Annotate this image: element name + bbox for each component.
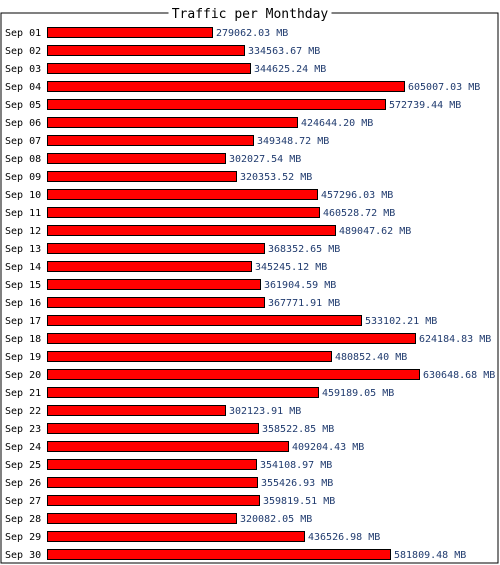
value-label: 355426.93 MB	[261, 478, 333, 489]
bar	[47, 261, 252, 272]
category-label: Sep 11	[5, 208, 41, 219]
category-label: Sep 20	[5, 370, 41, 381]
category-label: Sep 04	[5, 82, 41, 93]
value-label: 533102.21 MB	[365, 316, 437, 327]
frame-border	[0, 12, 499, 564]
category-label: Sep 13	[5, 244, 41, 255]
category-label: Sep 06	[5, 118, 41, 129]
category-label: Sep 30	[5, 550, 41, 561]
category-label: Sep 28	[5, 514, 41, 525]
value-label: 460528.72 MB	[323, 208, 395, 219]
value-label: 436526.98 MB	[308, 532, 380, 543]
bar	[47, 279, 261, 290]
category-label: Sep 23	[5, 424, 41, 435]
bar	[47, 63, 251, 74]
value-label: 361904.59 MB	[264, 280, 336, 291]
value-label: 279062.03 MB	[216, 28, 288, 39]
category-label: Sep 21	[5, 388, 41, 399]
bar	[47, 153, 226, 164]
bar	[47, 117, 298, 128]
value-label: 345245.12 MB	[255, 262, 327, 273]
bar	[47, 513, 237, 524]
category-label: Sep 19	[5, 352, 41, 363]
bar	[47, 45, 245, 56]
bar	[47, 27, 213, 38]
value-label: 358522.85 MB	[262, 424, 334, 435]
value-label: 302027.54 MB	[229, 154, 301, 165]
value-label: 581809.48 MB	[394, 550, 466, 561]
bar	[47, 315, 362, 326]
value-label: 320082.05 MB	[240, 514, 312, 525]
value-label: 320353.52 MB	[240, 172, 312, 183]
bar	[47, 333, 416, 344]
category-label: Sep 26	[5, 478, 41, 489]
value-label: 334563.67 MB	[248, 46, 320, 57]
bar	[47, 405, 226, 416]
value-label: 368352.65 MB	[268, 244, 340, 255]
value-label: 572739.44 MB	[389, 100, 461, 111]
bar	[47, 531, 305, 542]
category-label: Sep 14	[5, 262, 41, 273]
category-label: Sep 15	[5, 280, 41, 291]
bars: Sep 01 279062.03 MB Sep 02 334563.67 MB Sep …	[5, 27, 495, 561]
value-label: 630648.68 MB	[423, 370, 495, 381]
bar	[47, 351, 332, 362]
bar	[47, 81, 405, 92]
value-label: 302123.91 MB	[229, 406, 301, 417]
value-label: 489047.62 MB	[339, 226, 411, 237]
category-label: Sep 24	[5, 442, 41, 453]
bar	[47, 207, 320, 218]
category-label: Sep 01	[5, 28, 41, 39]
value-label: 480852.40 MB	[335, 352, 407, 363]
value-label: 354108.97 MB	[260, 460, 332, 471]
category-label: Sep 10	[5, 190, 41, 201]
bar	[47, 441, 289, 452]
bar	[47, 549, 391, 560]
bar	[47, 243, 265, 254]
chart-frame	[0, 12, 499, 564]
category-label: Sep 18	[5, 334, 41, 345]
value-label: 344625.24 MB	[254, 64, 326, 75]
bar	[47, 171, 237, 182]
category-label: Sep 09	[5, 172, 41, 183]
value-label: 605007.03 MB	[408, 82, 480, 93]
category-label: Sep 25	[5, 460, 41, 471]
bar	[47, 387, 319, 398]
category-label: Sep 07	[5, 136, 41, 147]
bar	[47, 369, 420, 380]
value-label: 367771.91 MB	[268, 298, 340, 309]
value-label: 409204.43 MB	[292, 442, 364, 453]
bar	[47, 459, 257, 470]
value-label: 349348.72 MB	[257, 136, 329, 147]
value-label: 359819.51 MB	[263, 496, 335, 507]
chart-title: Traffic per Monthday	[172, 7, 329, 22]
bar	[47, 423, 259, 434]
category-label: Sep 16	[5, 298, 41, 309]
bar	[47, 225, 336, 236]
bar	[47, 477, 258, 488]
bar	[47, 99, 386, 110]
value-label: 424644.20 MB	[301, 118, 373, 129]
value-label: 624184.83 MB	[419, 334, 491, 345]
value-label: 457296.03 MB	[321, 190, 393, 201]
bar	[47, 189, 318, 200]
category-label: Sep 05	[5, 100, 41, 111]
category-label: Sep 29	[5, 532, 41, 543]
category-label: Sep 12	[5, 226, 41, 237]
category-label: Sep 03	[5, 64, 41, 75]
category-label: Sep 08	[5, 154, 41, 165]
category-label: Sep 02	[5, 46, 41, 57]
bar	[47, 135, 254, 146]
category-label: Sep 22	[5, 406, 41, 417]
category-label: Sep 27	[5, 496, 41, 507]
value-label: 459189.05 MB	[322, 388, 394, 399]
bar	[47, 297, 265, 308]
bar	[47, 495, 260, 506]
category-label: Sep 17	[5, 316, 41, 327]
